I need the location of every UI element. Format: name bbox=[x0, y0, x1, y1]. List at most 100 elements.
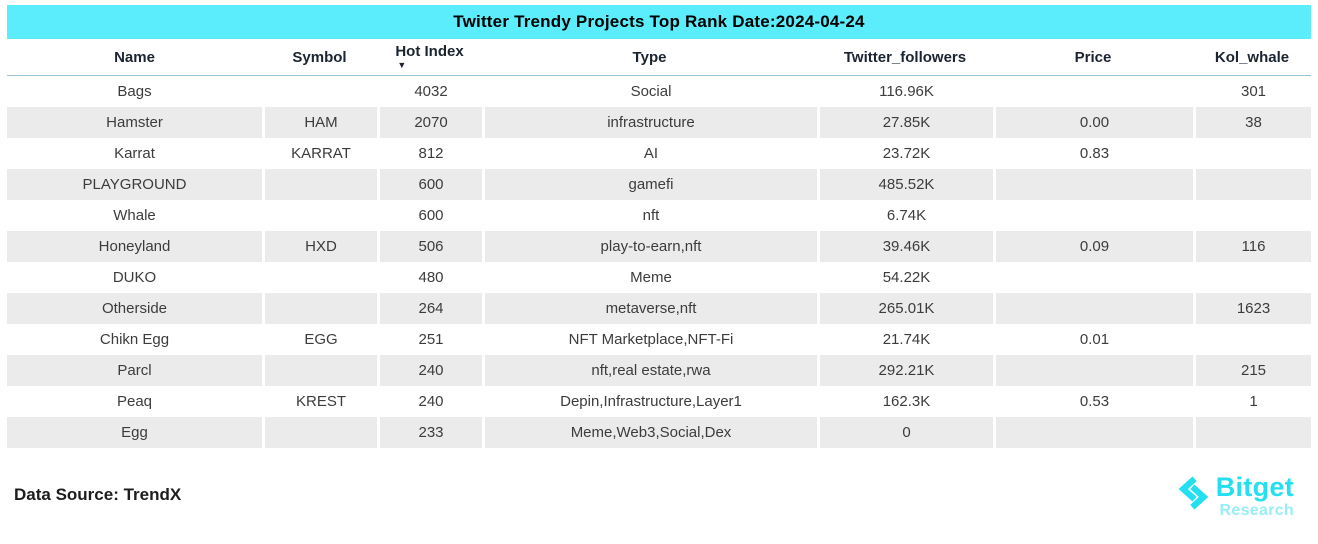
cell-price: 0.53 bbox=[993, 386, 1193, 417]
cell-type: gamefi bbox=[482, 169, 817, 200]
column-header-name[interactable]: Name bbox=[7, 39, 262, 76]
cell-name: Hamster bbox=[7, 107, 262, 138]
cell-kol-whale: 38 bbox=[1193, 107, 1311, 138]
cell-type: nft bbox=[482, 200, 817, 231]
cell-hot-index: 251 bbox=[377, 324, 482, 355]
cell-symbol: KREST bbox=[262, 386, 377, 417]
cell-hot-index: 264 bbox=[377, 293, 482, 324]
column-header-symbol[interactable]: Symbol bbox=[262, 39, 377, 76]
cell-type: play-to-earn,nft bbox=[482, 231, 817, 262]
cell-hot-index: 480 bbox=[377, 262, 482, 293]
table-header: Name Symbol Hot Index ▼ Type Twitter_fol… bbox=[7, 39, 1311, 76]
table-row: DUKO 480 Meme 54.22K bbox=[7, 262, 1311, 293]
cell-type: nft,real estate,rwa bbox=[482, 355, 817, 386]
cell-kol-whale bbox=[1193, 169, 1311, 200]
cell-name: Honeyland bbox=[7, 231, 262, 262]
cell-kol-whale bbox=[1193, 324, 1311, 355]
table-title: Twitter Trendy Projects Top Rank Date:20… bbox=[7, 5, 1311, 39]
bitget-research-text: Research bbox=[1219, 502, 1294, 519]
cell-name: Karrat bbox=[7, 138, 262, 169]
table-row: Hamster HAM 2070 infrastructure 27.85K 0.00 38 bbox=[7, 107, 1311, 138]
cell-price bbox=[993, 169, 1193, 200]
table-row: Karrat KARRAT 812 AI 23.72K 0.83 bbox=[7, 138, 1311, 169]
cell-twitter-followers: 6.74K bbox=[817, 200, 993, 231]
cell-twitter-followers: 21.74K bbox=[817, 324, 993, 355]
cell-price bbox=[993, 76, 1193, 107]
cell-twitter-followers: 27.85K bbox=[817, 107, 993, 138]
bitget-logo-mark-icon bbox=[1178, 476, 1208, 510]
cell-kol-whale: 1 bbox=[1193, 386, 1311, 417]
cell-kol-whale bbox=[1193, 262, 1311, 293]
cell-symbol bbox=[262, 417, 377, 448]
table-row: Honeyland HXD 506 play-to-earn,nft 39.46K 0.0… bbox=[7, 231, 1311, 262]
cell-symbol bbox=[262, 293, 377, 324]
column-header-hot-index-label: Hot Index bbox=[395, 42, 464, 60]
data-source-label: Data Source: TrendX bbox=[14, 485, 182, 504]
cell-hot-index: 506 bbox=[377, 231, 482, 262]
cell-twitter-followers: 265.01K bbox=[817, 293, 993, 324]
cell-type: Social bbox=[482, 76, 817, 107]
table-body: Bags 4032 Social 116.96K 301 Hamster HAM 2070 in… bbox=[7, 76, 1311, 448]
table-row: Whale 600 nft 6.74K bbox=[7, 200, 1311, 231]
column-header-hot-index[interactable]: Hot Index ▼ bbox=[377, 39, 482, 76]
cell-type: Depin,Infrastructure,Layer1 bbox=[482, 386, 817, 417]
cell-symbol bbox=[262, 355, 377, 386]
cell-symbol: KARRAT bbox=[262, 138, 377, 169]
cell-name: DUKO bbox=[7, 262, 262, 293]
cell-type: metaverse,nft bbox=[482, 293, 817, 324]
report-page: Twitter Trendy Projects Top Rank Date:20… bbox=[0, 5, 1318, 544]
report-footer: Data Source: TrendX Bitget Research bbox=[0, 460, 1318, 544]
cell-type: AI bbox=[482, 138, 817, 169]
bitget-brand-text: Bitget bbox=[1215, 472, 1294, 502]
cell-type: Meme bbox=[482, 262, 817, 293]
cell-hot-index: 600 bbox=[377, 169, 482, 200]
cell-kol-whale bbox=[1193, 200, 1311, 231]
cell-price bbox=[993, 200, 1193, 231]
cell-price bbox=[993, 355, 1193, 386]
table-row: Otherside 264 metaverse,nft 265.01K 1623 bbox=[7, 293, 1311, 324]
cell-kol-whale: 116 bbox=[1193, 231, 1311, 262]
cell-name: Whale bbox=[7, 200, 262, 231]
cell-hot-index: 240 bbox=[377, 386, 482, 417]
table-row: PLAYGROUND 600 gamefi 485.52K bbox=[7, 169, 1311, 200]
sort-descending-icon: ▼ bbox=[397, 59, 407, 70]
cell-hot-index: 2070 bbox=[377, 107, 482, 138]
bitget-logo-text: Bitget Research bbox=[1216, 473, 1294, 519]
cell-kol-whale: 215 bbox=[1193, 355, 1311, 386]
cell-symbol bbox=[262, 169, 377, 200]
cell-price: 0.00 bbox=[993, 107, 1193, 138]
cell-symbol bbox=[262, 200, 377, 231]
cell-name: Peaq bbox=[7, 386, 262, 417]
cell-kol-whale bbox=[1193, 417, 1311, 448]
cell-twitter-followers: 292.21K bbox=[817, 355, 993, 386]
table-row: Bags 4032 Social 116.96K 301 bbox=[7, 76, 1311, 107]
cell-twitter-followers: 23.72K bbox=[817, 138, 993, 169]
column-header-kol-whale[interactable]: Kol_whale bbox=[1193, 39, 1311, 76]
cell-price: 0.09 bbox=[993, 231, 1193, 262]
cell-hot-index: 812 bbox=[377, 138, 482, 169]
cell-symbol: HXD bbox=[262, 231, 377, 262]
column-header-twitter-followers[interactable]: Twitter_followers bbox=[817, 39, 993, 76]
column-header-price[interactable]: Price bbox=[993, 39, 1193, 76]
cell-symbol bbox=[262, 76, 377, 107]
cell-kol-whale: 301 bbox=[1193, 76, 1311, 107]
cell-twitter-followers: 39.46K bbox=[817, 231, 993, 262]
cell-twitter-followers: 54.22K bbox=[817, 262, 993, 293]
cell-price: 0.83 bbox=[993, 138, 1193, 169]
cell-name: Otherside bbox=[7, 293, 262, 324]
cell-hot-index: 233 bbox=[377, 417, 482, 448]
cell-price: 0.01 bbox=[993, 324, 1193, 355]
column-header-type[interactable]: Type bbox=[482, 39, 817, 76]
cell-symbol: EGG bbox=[262, 324, 377, 355]
header-row: Name Symbol Hot Index ▼ Type Twitter_fol… bbox=[7, 39, 1311, 76]
cell-symbol: HAM bbox=[262, 107, 377, 138]
cell-hot-index: 600 bbox=[377, 200, 482, 231]
cell-twitter-followers: 485.52K bbox=[817, 169, 993, 200]
cell-name: Parcl bbox=[7, 355, 262, 386]
cell-twitter-followers: 162.3K bbox=[817, 386, 993, 417]
table-row: Parcl 240 nft,real estate,rwa 292.21K 215 bbox=[7, 355, 1311, 386]
cell-name: Bags bbox=[7, 76, 262, 107]
cell-price bbox=[993, 417, 1193, 448]
trendy-projects-table: Name Symbol Hot Index ▼ Type Twitter_fol… bbox=[7, 39, 1311, 448]
cell-hot-index: 4032 bbox=[377, 76, 482, 107]
